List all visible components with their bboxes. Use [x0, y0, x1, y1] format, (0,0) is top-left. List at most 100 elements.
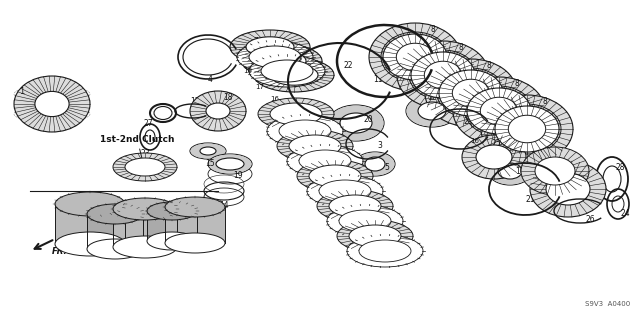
Text: 16: 16: [298, 138, 307, 144]
Ellipse shape: [396, 43, 434, 71]
Ellipse shape: [329, 195, 381, 217]
Ellipse shape: [258, 51, 306, 71]
Text: 9: 9: [321, 189, 325, 198]
Ellipse shape: [209, 154, 252, 174]
Ellipse shape: [462, 135, 526, 179]
Ellipse shape: [365, 157, 385, 171]
Ellipse shape: [355, 152, 395, 175]
Ellipse shape: [246, 37, 294, 57]
Ellipse shape: [521, 147, 589, 195]
Ellipse shape: [87, 239, 143, 259]
Text: 1: 1: [19, 86, 24, 95]
Text: 9: 9: [291, 145, 296, 153]
Text: 8: 8: [459, 42, 463, 51]
Ellipse shape: [277, 130, 353, 162]
Ellipse shape: [349, 225, 401, 247]
Ellipse shape: [165, 233, 225, 253]
Text: 25: 25: [491, 139, 501, 149]
Ellipse shape: [406, 95, 458, 127]
Text: FR.: FR.: [52, 247, 67, 256]
Text: 8: 8: [515, 78, 520, 87]
Ellipse shape: [495, 106, 559, 152]
Ellipse shape: [297, 160, 373, 192]
Ellipse shape: [481, 95, 573, 163]
Text: 16: 16: [483, 124, 493, 130]
Ellipse shape: [35, 92, 69, 117]
Ellipse shape: [113, 236, 177, 258]
Text: 9: 9: [301, 160, 305, 168]
Text: 9: 9: [331, 204, 335, 213]
Text: 24: 24: [620, 210, 630, 219]
Text: 3: 3: [378, 142, 383, 151]
Ellipse shape: [347, 235, 423, 267]
Ellipse shape: [287, 145, 363, 177]
Text: 16: 16: [243, 68, 253, 74]
Ellipse shape: [327, 205, 403, 237]
Ellipse shape: [465, 86, 533, 136]
Ellipse shape: [425, 59, 517, 127]
Ellipse shape: [319, 180, 371, 202]
Text: 8: 8: [431, 25, 435, 33]
Text: 8: 8: [486, 61, 492, 70]
Text: 16: 16: [470, 138, 479, 144]
Ellipse shape: [498, 163, 522, 179]
Ellipse shape: [190, 91, 246, 131]
Text: S9V3  A0400: S9V3 A0400: [585, 301, 630, 307]
Text: 13: 13: [190, 97, 200, 106]
Text: 6: 6: [552, 181, 557, 189]
Ellipse shape: [337, 220, 413, 252]
Ellipse shape: [397, 41, 489, 109]
Text: 12: 12: [428, 93, 436, 101]
Ellipse shape: [249, 55, 325, 87]
Text: 17: 17: [253, 58, 262, 64]
Ellipse shape: [216, 158, 244, 170]
Ellipse shape: [261, 60, 313, 82]
Ellipse shape: [411, 52, 475, 98]
Text: 10: 10: [515, 167, 525, 175]
Text: 18: 18: [223, 93, 233, 101]
Text: 15: 15: [205, 160, 215, 168]
Ellipse shape: [113, 153, 177, 181]
Ellipse shape: [147, 202, 197, 220]
Ellipse shape: [249, 46, 301, 68]
Ellipse shape: [270, 103, 322, 125]
Polygon shape: [87, 214, 143, 249]
Ellipse shape: [424, 61, 461, 89]
Text: 16: 16: [285, 124, 294, 130]
Ellipse shape: [206, 103, 230, 119]
Ellipse shape: [467, 88, 531, 134]
Ellipse shape: [488, 157, 532, 185]
Polygon shape: [147, 211, 197, 241]
Ellipse shape: [55, 232, 125, 256]
Ellipse shape: [237, 41, 313, 73]
Text: 22: 22: [343, 61, 353, 70]
Ellipse shape: [476, 145, 512, 169]
Ellipse shape: [480, 97, 518, 125]
Text: 14: 14: [219, 202, 229, 211]
Text: 9: 9: [310, 174, 316, 183]
Ellipse shape: [409, 50, 477, 100]
Text: 2: 2: [566, 169, 570, 179]
Ellipse shape: [508, 115, 546, 143]
Polygon shape: [165, 207, 225, 243]
Text: 4: 4: [207, 75, 212, 84]
Ellipse shape: [493, 104, 561, 154]
Ellipse shape: [359, 240, 411, 262]
Text: 19: 19: [233, 172, 243, 181]
Ellipse shape: [113, 198, 177, 220]
Ellipse shape: [328, 105, 384, 141]
Text: 27: 27: [143, 118, 153, 128]
Text: 1st-2nd Clutch: 1st-2nd Clutch: [100, 135, 175, 167]
Text: 28: 28: [615, 162, 625, 172]
Text: 21: 21: [525, 195, 535, 204]
Ellipse shape: [369, 23, 461, 91]
Text: 20: 20: [363, 115, 373, 123]
Text: 7: 7: [266, 55, 271, 63]
Ellipse shape: [439, 70, 503, 116]
Text: 17: 17: [264, 74, 273, 80]
Ellipse shape: [55, 192, 125, 216]
Ellipse shape: [299, 150, 351, 172]
Text: 9: 9: [340, 219, 346, 228]
Ellipse shape: [147, 232, 197, 250]
Ellipse shape: [190, 143, 226, 159]
